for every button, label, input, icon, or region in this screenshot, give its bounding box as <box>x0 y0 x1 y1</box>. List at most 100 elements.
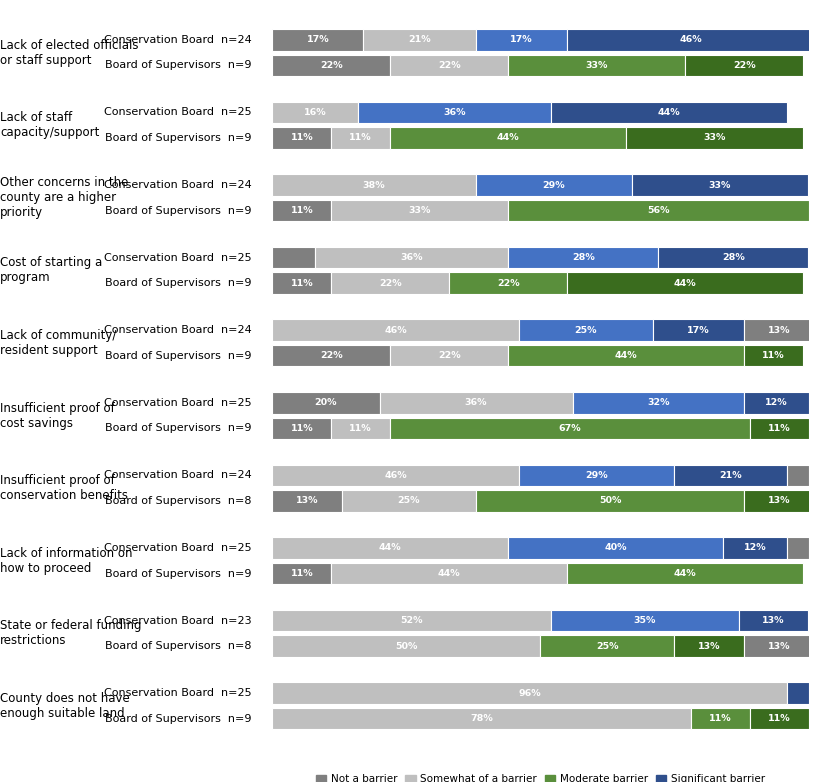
Bar <box>272 537 508 558</box>
Bar <box>390 345 508 367</box>
Text: Lack of community/
resident support: Lack of community/ resident support <box>0 329 116 357</box>
Text: Board of Supervisors  n=8: Board of Supervisors n=8 <box>105 496 252 506</box>
Text: 33%: 33% <box>704 134 726 142</box>
Bar <box>551 102 787 124</box>
Text: 25%: 25% <box>575 326 597 335</box>
Text: 13%: 13% <box>768 497 790 505</box>
Bar <box>332 563 568 584</box>
Bar <box>476 490 744 511</box>
Bar <box>631 174 808 196</box>
Bar <box>332 272 449 294</box>
Text: 29%: 29% <box>543 181 565 189</box>
Text: 44%: 44% <box>438 569 460 578</box>
Text: 11%: 11% <box>350 424 372 432</box>
Text: State or federal funding
restrictions: State or federal funding restrictions <box>0 619 142 647</box>
Bar <box>787 683 808 704</box>
Text: 32%: 32% <box>647 398 670 407</box>
Bar <box>551 610 738 631</box>
Text: 11%: 11% <box>768 714 790 723</box>
Text: 78%: 78% <box>470 714 493 723</box>
Text: 22%: 22% <box>733 61 756 70</box>
Text: 44%: 44% <box>497 134 520 142</box>
Bar <box>573 392 744 414</box>
Bar <box>358 102 551 124</box>
Text: 11%: 11% <box>709 714 731 723</box>
Text: Board of Supervisors  n=9: Board of Supervisors n=9 <box>105 714 252 723</box>
Text: 44%: 44% <box>658 108 681 117</box>
Bar <box>272 392 380 414</box>
Bar <box>691 708 749 730</box>
Text: 13%: 13% <box>768 641 790 651</box>
Text: Conservation Board  n=25: Conservation Board n=25 <box>104 253 252 263</box>
Text: Board of Supervisors  n=9: Board of Supervisors n=9 <box>105 423 252 433</box>
Bar <box>272 55 390 76</box>
Text: 46%: 46% <box>384 471 407 480</box>
Text: Lack of staff
capacity/support: Lack of staff capacity/support <box>0 111 99 139</box>
Bar <box>744 490 813 511</box>
Text: 29%: 29% <box>586 471 608 480</box>
Bar <box>787 537 808 558</box>
Bar <box>568 272 804 294</box>
Bar <box>332 200 508 221</box>
Text: 11%: 11% <box>290 424 313 432</box>
Text: 52%: 52% <box>400 616 423 625</box>
Bar <box>568 29 813 51</box>
Text: Conservation Board  n=25: Conservation Board n=25 <box>104 107 252 117</box>
Text: 40%: 40% <box>604 543 627 552</box>
Text: 67%: 67% <box>559 424 581 432</box>
Bar <box>272 127 332 149</box>
Bar <box>332 418 390 439</box>
Text: Board of Supervisors  n=9: Board of Supervisors n=9 <box>105 133 252 143</box>
Text: 11%: 11% <box>290 206 313 215</box>
Bar <box>508 200 808 221</box>
Bar <box>272 708 691 730</box>
Text: 35%: 35% <box>634 616 656 625</box>
Text: 16%: 16% <box>304 108 327 117</box>
Bar <box>519 320 653 341</box>
Bar <box>272 683 787 704</box>
Bar <box>363 29 476 51</box>
Text: 38%: 38% <box>363 181 385 189</box>
Text: 17%: 17% <box>511 35 533 45</box>
Text: 50%: 50% <box>599 497 621 505</box>
Text: 96%: 96% <box>518 689 541 698</box>
Text: 28%: 28% <box>572 253 595 262</box>
Bar <box>675 465 787 486</box>
Bar <box>738 610 808 631</box>
Bar <box>750 708 808 730</box>
Bar <box>685 55 803 76</box>
Legend: Not a barrier, Somewhat of a barrier, Moderate barrier, Significant barrier: Not a barrier, Somewhat of a barrier, Mo… <box>312 770 769 782</box>
Bar <box>658 247 808 268</box>
Text: Board of Supervisors  n=9: Board of Supervisors n=9 <box>105 569 252 579</box>
Bar <box>272 490 342 511</box>
Bar <box>272 635 540 657</box>
Text: 22%: 22% <box>320 61 342 70</box>
Text: County does not have
enough suitable land: County does not have enough suitable lan… <box>0 692 130 720</box>
Text: Board of Supervisors  n=8: Board of Supervisors n=8 <box>105 641 252 651</box>
Bar <box>508 537 723 558</box>
Bar <box>272 272 332 294</box>
Text: 11%: 11% <box>768 424 790 432</box>
Text: 44%: 44% <box>674 278 696 288</box>
Text: 12%: 12% <box>765 398 788 407</box>
Bar <box>342 490 476 511</box>
Text: 44%: 44% <box>615 351 638 361</box>
Text: 22%: 22% <box>497 278 520 288</box>
Text: Conservation Board  n=24: Conservation Board n=24 <box>104 35 252 45</box>
Bar <box>272 29 363 51</box>
Bar <box>272 563 332 584</box>
Text: 13%: 13% <box>768 326 790 335</box>
Bar <box>750 418 808 439</box>
Bar <box>540 635 675 657</box>
Bar <box>626 127 803 149</box>
Text: 36%: 36% <box>443 108 466 117</box>
Text: Board of Supervisors  n=9: Board of Supervisors n=9 <box>105 206 252 216</box>
Text: Board of Supervisors  n=9: Board of Supervisors n=9 <box>105 278 252 288</box>
Text: 17%: 17% <box>307 35 329 45</box>
Bar <box>272 418 332 439</box>
Text: Lack of elected officials
or staff support: Lack of elected officials or staff suppo… <box>0 38 139 66</box>
Text: Other concerns in the
county are a higher
priority: Other concerns in the county are a highe… <box>0 176 129 219</box>
Text: Conservation Board  n=25: Conservation Board n=25 <box>104 543 252 553</box>
Bar <box>744 320 813 341</box>
Text: Cost of starting a
program: Cost of starting a program <box>0 256 102 285</box>
